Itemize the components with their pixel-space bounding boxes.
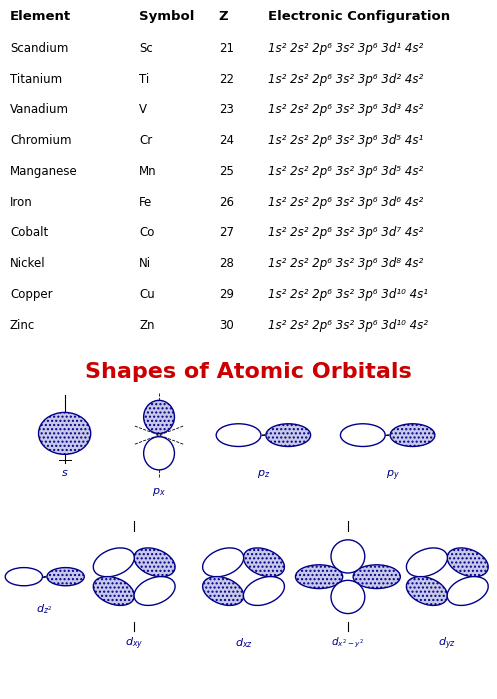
Text: 28: 28 (219, 257, 234, 271)
Text: V: V (139, 103, 147, 117)
Text: 27: 27 (219, 226, 234, 240)
Text: Zn: Zn (139, 319, 155, 332)
Text: d$_{yz}$: d$_{yz}$ (438, 636, 456, 652)
Ellipse shape (244, 577, 284, 605)
Ellipse shape (203, 577, 244, 605)
Ellipse shape (244, 548, 284, 577)
Text: Iron: Iron (10, 196, 33, 209)
Text: 1s² 2s² 2p⁶ 3s² 3p⁶ 3d² 4s²: 1s² 2s² 2p⁶ 3s² 3p⁶ 3d² 4s² (268, 73, 423, 86)
Text: 24: 24 (219, 134, 234, 147)
Ellipse shape (134, 548, 175, 577)
Ellipse shape (340, 424, 385, 447)
Text: Sc: Sc (139, 42, 153, 55)
Text: Cr: Cr (139, 134, 153, 147)
Ellipse shape (93, 548, 134, 577)
Text: Titanium: Titanium (10, 73, 62, 86)
Ellipse shape (353, 565, 401, 589)
Text: 25: 25 (219, 165, 234, 178)
Text: p$_x$: p$_x$ (152, 486, 166, 498)
Ellipse shape (390, 424, 435, 447)
Ellipse shape (144, 401, 174, 433)
Ellipse shape (407, 548, 447, 577)
Text: Cu: Cu (139, 288, 155, 301)
Text: Ni: Ni (139, 257, 151, 271)
Text: 23: 23 (219, 103, 234, 117)
Text: 1s² 2s² 2p⁶ 3s² 3p⁶ 3d⁶ 4s²: 1s² 2s² 2p⁶ 3s² 3p⁶ 3d⁶ 4s² (268, 196, 423, 209)
Text: 1s² 2s² 2p⁶ 3s² 3p⁶ 3d⁷ 4s²: 1s² 2s² 2p⁶ 3s² 3p⁶ 3d⁷ 4s² (268, 226, 423, 240)
Ellipse shape (39, 412, 91, 454)
Text: s: s (62, 468, 68, 478)
Text: Shapes of Atomic Orbitals: Shapes of Atomic Orbitals (85, 362, 412, 382)
Text: Cobalt: Cobalt (10, 226, 48, 240)
Ellipse shape (5, 568, 43, 586)
Text: 1s² 2s² 2p⁶ 3s² 3p⁶ 3d¹⁰ 4s²: 1s² 2s² 2p⁶ 3s² 3p⁶ 3d¹⁰ 4s² (268, 319, 428, 332)
Text: Element: Element (10, 10, 71, 24)
Ellipse shape (266, 424, 311, 447)
Ellipse shape (93, 577, 134, 605)
Ellipse shape (295, 565, 343, 589)
Text: Copper: Copper (10, 288, 53, 301)
Text: Fe: Fe (139, 196, 153, 209)
Text: 1s² 2s² 2p⁶ 3s² 3p⁶ 3d⁵ 4s²: 1s² 2s² 2p⁶ 3s² 3p⁶ 3d⁵ 4s² (268, 165, 423, 178)
Text: Ti: Ti (139, 73, 150, 86)
Ellipse shape (447, 548, 488, 577)
Ellipse shape (331, 580, 365, 614)
Text: d$_{xy}$: d$_{xy}$ (125, 636, 144, 652)
Text: 29: 29 (219, 288, 234, 301)
Text: 21: 21 (219, 42, 234, 55)
Ellipse shape (331, 540, 365, 573)
Text: 26: 26 (219, 196, 234, 209)
Ellipse shape (134, 577, 175, 605)
Ellipse shape (447, 577, 488, 605)
Text: Co: Co (139, 226, 155, 240)
Text: p$_z$: p$_z$ (257, 468, 270, 480)
Text: Nickel: Nickel (10, 257, 46, 271)
Text: 1s² 2s² 2p⁶ 3s² 3p⁶ 3d⁵ 4s¹: 1s² 2s² 2p⁶ 3s² 3p⁶ 3d⁵ 4s¹ (268, 134, 423, 147)
Text: 1s² 2s² 2p⁶ 3s² 3p⁶ 3d¹⁰ 4s¹: 1s² 2s² 2p⁶ 3s² 3p⁶ 3d¹⁰ 4s¹ (268, 288, 428, 301)
Text: Zinc: Zinc (10, 319, 35, 332)
Text: 1s² 2s² 2p⁶ 3s² 3p⁶ 3d³ 4s²: 1s² 2s² 2p⁶ 3s² 3p⁶ 3d³ 4s² (268, 103, 423, 117)
Text: Scandium: Scandium (10, 42, 68, 55)
Text: 1s² 2s² 2p⁶ 3s² 3p⁶ 3d¹ 4s²: 1s² 2s² 2p⁶ 3s² 3p⁶ 3d¹ 4s² (268, 42, 423, 55)
Text: Mn: Mn (139, 165, 157, 178)
Text: d$_{x^2-y^2}$: d$_{x^2-y^2}$ (331, 636, 364, 651)
Text: Electronic Configuration: Electronic Configuration (268, 10, 450, 24)
Text: Vanadium: Vanadium (10, 103, 69, 117)
Ellipse shape (216, 424, 261, 447)
Ellipse shape (47, 568, 84, 586)
Text: p$_y$: p$_y$ (386, 468, 400, 483)
Text: 1s² 2s² 2p⁶ 3s² 3p⁶ 3d⁸ 4s²: 1s² 2s² 2p⁶ 3s² 3p⁶ 3d⁸ 4s² (268, 257, 423, 271)
Text: Z: Z (219, 10, 228, 24)
Text: Manganese: Manganese (10, 165, 78, 178)
Text: d$_{z^2}$: d$_{z^2}$ (36, 602, 53, 616)
Ellipse shape (203, 548, 244, 577)
Text: Chromium: Chromium (10, 134, 72, 147)
Text: 22: 22 (219, 73, 234, 86)
Text: Symbol: Symbol (139, 10, 194, 24)
Ellipse shape (144, 437, 174, 470)
Text: d$_{xz}$: d$_{xz}$ (235, 636, 252, 650)
Ellipse shape (407, 577, 447, 605)
Text: 30: 30 (219, 319, 234, 332)
